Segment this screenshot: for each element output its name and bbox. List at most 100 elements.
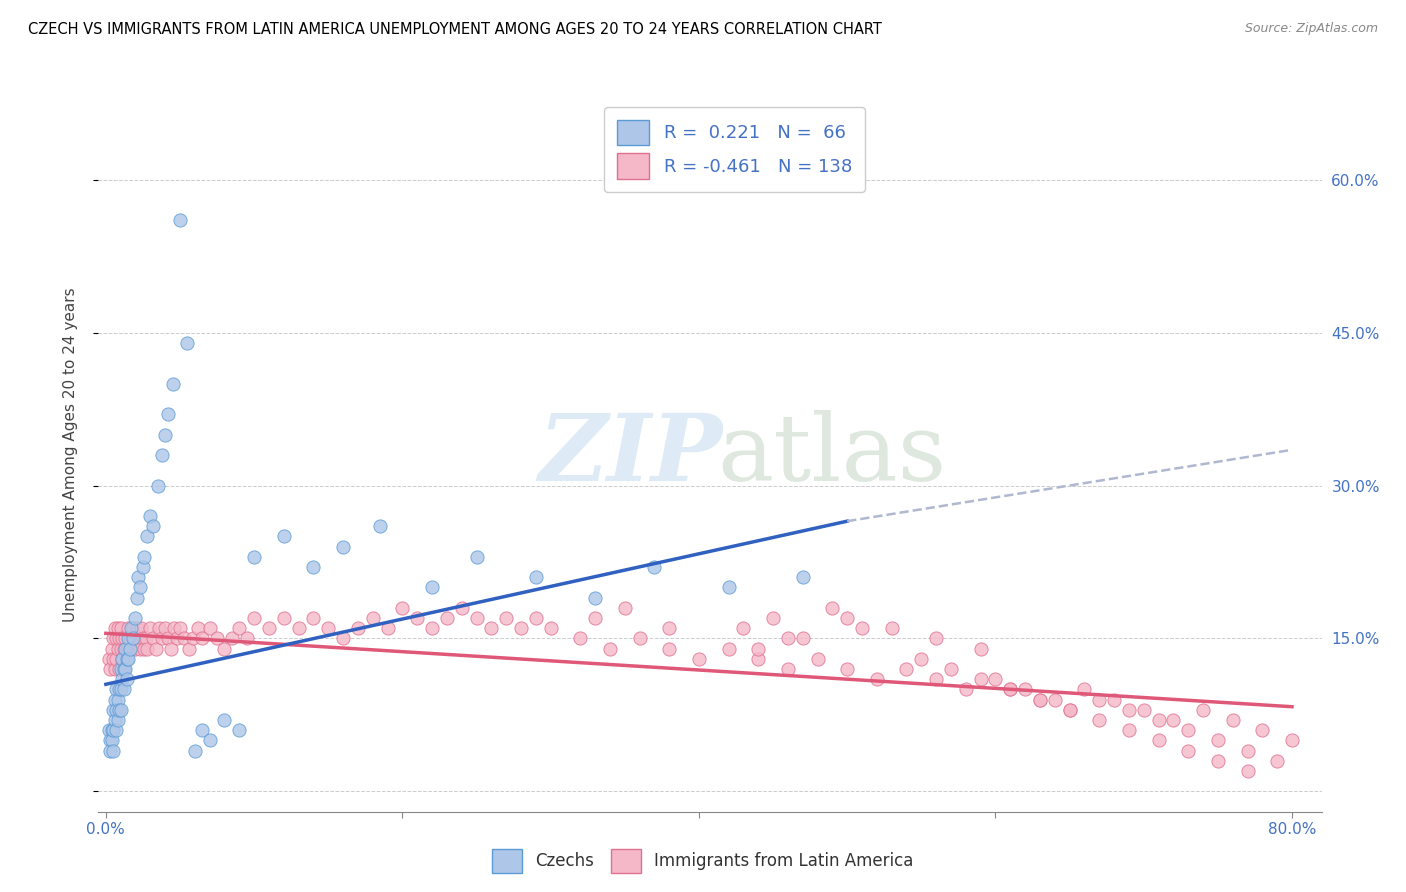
Point	[184, 743, 207, 757]
Point	[112, 682, 135, 697]
Point	[465, 611, 488, 625]
Point	[111, 652, 134, 666]
Point	[436, 611, 458, 625]
Point	[142, 519, 165, 533]
Point	[302, 611, 325, 625]
Point	[122, 632, 145, 646]
Point	[243, 549, 266, 564]
Point	[132, 560, 155, 574]
Point	[510, 621, 533, 635]
Point	[1177, 723, 1199, 738]
Point	[1222, 713, 1244, 727]
Point	[287, 621, 309, 635]
Point	[153, 427, 176, 442]
Point	[368, 519, 391, 533]
Point	[108, 682, 131, 697]
Point	[110, 621, 132, 635]
Point	[1236, 743, 1258, 757]
Point	[361, 611, 384, 625]
Point	[124, 611, 146, 625]
Point	[420, 621, 443, 635]
Point	[221, 632, 243, 646]
Point	[120, 641, 142, 656]
Point	[112, 641, 135, 656]
Point	[198, 733, 221, 747]
Point	[969, 672, 991, 686]
Point	[107, 713, 129, 727]
Point	[136, 529, 159, 543]
Point	[776, 632, 799, 646]
Point	[103, 743, 125, 757]
Point	[1206, 754, 1229, 768]
Point	[643, 560, 665, 574]
Point	[347, 621, 370, 635]
Point	[148, 621, 170, 635]
Point	[157, 407, 180, 421]
Point	[100, 723, 122, 738]
Point	[984, 672, 1007, 686]
Point	[837, 662, 859, 676]
Point	[129, 641, 152, 656]
Point	[1029, 692, 1052, 706]
Point	[628, 632, 651, 646]
Point	[104, 713, 127, 727]
Text: ZIP: ZIP	[538, 410, 723, 500]
Point	[1236, 764, 1258, 778]
Point	[112, 662, 135, 676]
Point	[121, 632, 143, 646]
Point	[273, 611, 295, 625]
Point	[107, 621, 129, 635]
Point	[121, 621, 143, 635]
Point	[135, 632, 157, 646]
Point	[569, 632, 592, 646]
Point	[1118, 703, 1140, 717]
Legend: R =  0.221   N =  66, R = -0.461   N = 138: R = 0.221 N = 66, R = -0.461 N = 138	[605, 107, 865, 192]
Point	[332, 540, 354, 554]
Point	[391, 600, 413, 615]
Point	[169, 621, 191, 635]
Point	[98, 743, 121, 757]
Point	[377, 621, 399, 635]
Point	[599, 641, 621, 656]
Point	[110, 703, 132, 717]
Point	[100, 641, 122, 656]
Point	[112, 662, 135, 676]
Point	[1132, 703, 1154, 717]
Point	[169, 213, 191, 227]
Point	[955, 682, 977, 697]
Point	[910, 652, 932, 666]
Text: Source: ZipAtlas.com: Source: ZipAtlas.com	[1244, 22, 1378, 36]
Point	[613, 600, 636, 615]
Point	[762, 611, 785, 625]
Point	[806, 652, 828, 666]
Point	[1102, 692, 1125, 706]
Point	[115, 652, 138, 666]
Point	[117, 652, 139, 666]
Point	[177, 641, 200, 656]
Legend: Czechs, Immigrants from Latin America: Czechs, Immigrants from Latin America	[485, 842, 921, 880]
Point	[821, 600, 844, 615]
Point	[1206, 733, 1229, 747]
Point	[110, 662, 132, 676]
Point	[117, 621, 139, 635]
Point	[111, 672, 134, 686]
Point	[125, 591, 148, 605]
Point	[115, 641, 138, 656]
Point	[925, 672, 948, 686]
Point	[1118, 723, 1140, 738]
Point	[97, 652, 120, 666]
Point	[1147, 713, 1170, 727]
Point	[131, 621, 153, 635]
Point	[107, 641, 129, 656]
Point	[157, 632, 180, 646]
Point	[837, 611, 859, 625]
Point	[191, 723, 214, 738]
Point	[717, 641, 740, 656]
Point	[1147, 733, 1170, 747]
Point	[495, 611, 517, 625]
Point	[150, 448, 173, 462]
Point	[1192, 703, 1215, 717]
Point	[104, 662, 127, 676]
Point	[146, 478, 169, 492]
Point	[104, 692, 127, 706]
